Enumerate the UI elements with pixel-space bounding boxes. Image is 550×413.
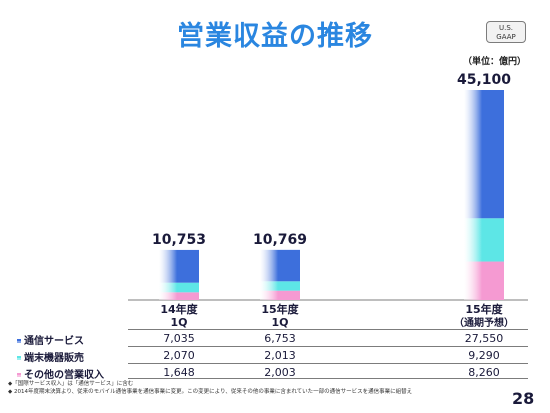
table-cell: 2,070 — [163, 349, 195, 362]
category-label: 15年度 — [261, 302, 299, 316]
footnote: ◆ 2014年度期末決算より、従来のモバイル通信事業を通信事業に変更。この変更に… — [8, 389, 413, 395]
footnote: ◆「国際サービス収入」は「通信サービス」に含む — [8, 381, 134, 387]
category-label: （通期予想） — [454, 316, 514, 329]
bar-segment — [464, 218, 504, 262]
page-number: 28 — [512, 389, 535, 408]
bar-segment — [260, 281, 300, 291]
bar-total-label: 10,753 — [152, 232, 206, 248]
footnotes: ◆「国際サービス収入」は「通信サービス」に含む ◆ 2014年度期末決算より、従… — [8, 380, 412, 396]
category-label: 14年度 — [160, 302, 198, 316]
table-divider — [128, 378, 528, 379]
legend-item: 端末機器販売 — [17, 349, 84, 364]
badge-line-1: U.S. — [498, 24, 514, 32]
category-label: 15年度 — [465, 302, 503, 316]
legend-label: 通信サービス — [24, 336, 84, 347]
bar-total-label: 10,769 — [253, 232, 307, 248]
legend-swatch — [17, 356, 21, 360]
table-divider — [128, 346, 528, 347]
bar-segment — [260, 249, 300, 282]
bar-segment — [159, 249, 199, 283]
category-label: 1Q — [170, 316, 187, 329]
legend-swatch — [17, 373, 21, 377]
bar-segment — [464, 261, 504, 300]
us-gaap-badge: U.S. GAAP — [486, 21, 526, 43]
table-cell: 7,035 — [163, 332, 195, 345]
table-divider — [128, 363, 528, 364]
table-cell: 2,003 — [264, 366, 296, 379]
legend-item: その他の営業収入 — [17, 366, 104, 381]
legend-label: その他の営業収入 — [24, 370, 104, 381]
table-cell: 6,753 — [264, 332, 296, 345]
badge-line-2: GAAP — [496, 33, 516, 41]
table-cell: 2,013 — [264, 349, 296, 362]
legend-swatch — [17, 339, 21, 343]
unit-label: （単位：億円） — [463, 57, 527, 67]
page-title: 営業収益の推移 — [177, 21, 373, 52]
legend-label: 端末機器販売 — [24, 353, 84, 364]
table-cell: 8,260 — [468, 366, 500, 379]
bar-segment — [159, 292, 199, 300]
bar-total-label: 45,100 — [457, 72, 511, 88]
table-cell: 1,648 — [163, 366, 195, 379]
legend-item: 通信サービス — [17, 332, 84, 347]
table-cell: 27,550 — [464, 332, 504, 345]
category-label: 1Q — [271, 316, 288, 329]
table-divider — [128, 329, 528, 330]
table-cell: 9,290 — [468, 349, 500, 362]
bar-segment — [464, 90, 504, 219]
bar-segment — [260, 290, 300, 300]
bar-segment — [159, 282, 199, 293]
